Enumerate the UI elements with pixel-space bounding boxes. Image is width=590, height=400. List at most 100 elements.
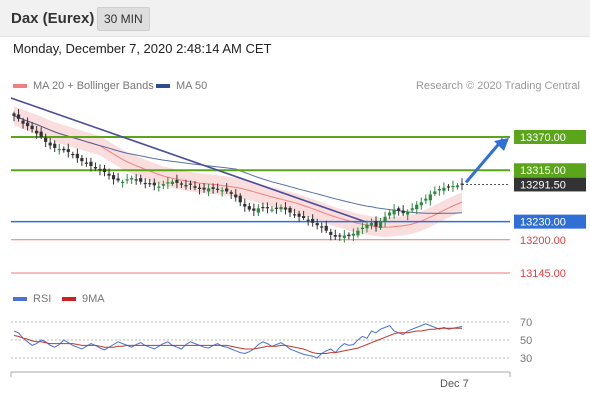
candle-body [424,198,428,201]
rsi-9ma-line [13,327,462,354]
ma50-swatch [156,84,170,89]
candle-body [283,207,288,210]
candle-body [433,191,437,194]
candle-body [338,235,342,237]
candle-body [107,173,111,176]
candle-body [116,178,120,181]
level-label-box-13370-00 [514,130,586,144]
candle-body [256,208,260,213]
legend-9ma: 9MA [62,293,105,305]
candle-body [175,180,179,183]
candle-body [351,233,355,236]
rsi-swatch [13,297,27,302]
candle-body [111,175,116,180]
candle-body [216,188,220,190]
timeframe-badge[interactable]: 30 MIN [97,7,150,31]
candle-body [93,166,98,169]
candle-body [410,208,414,211]
candle-body [315,223,319,226]
candle-body [428,194,432,201]
candle-body [206,188,211,192]
candle-body [102,168,107,173]
level-label-13230-00: 13230.00 [520,217,566,229]
candle-body [152,182,156,186]
ma9-swatch [62,297,76,302]
candle-body [143,182,147,185]
candle-body [419,202,423,206]
candle-body [306,219,310,221]
candle-body [374,221,378,227]
last-price-label-box [514,177,586,192]
candle-body [406,211,410,215]
candle-body [170,181,174,185]
candle-body [288,207,292,213]
candle-body [265,207,270,209]
rsi-line [13,323,463,359]
candle-body [39,131,43,137]
candle-body [270,209,274,211]
level-label-13200-00: 13200.00 [520,235,566,247]
level-label-13370-00: 13370.00 [520,132,566,144]
x-axis-label: Dec 7 [440,378,469,390]
timestamp: Monday, December 7, 2020 2:48:14 AM CET [13,41,272,56]
instrument-title: Dax (Eurex) [11,10,95,27]
candle-body [397,208,401,211]
candle-body [193,186,197,188]
candle-body [274,207,279,209]
legend-9ma-label: 9MA [82,293,105,305]
candle-body [202,187,206,190]
candle-body [98,168,102,171]
candle-body [139,178,143,182]
candle-body [446,186,451,188]
candle-body [179,183,184,185]
level-label-box-13230-00 [514,214,586,229]
ma-bb-swatch [13,84,27,89]
candle-body [75,153,79,159]
legend-ma-bb: MA 20 + Bollinger Bands [13,80,154,92]
candle-body [125,179,129,181]
candle-body [387,212,392,216]
candle-body [324,225,328,231]
level-label-13315-00: 13315.00 [520,165,566,177]
candle-body [238,195,242,203]
candle-body [220,190,224,192]
target-arrow-shaft [464,138,505,184]
candle-body [188,183,193,185]
candle-body [234,194,238,198]
candle-body [21,120,25,124]
candle-body [62,148,66,151]
legend-ma50: MA 50 [156,80,207,92]
candle-body [184,185,188,187]
legend-rsi: RSI [13,293,51,305]
legend-rsi-label: RSI [33,293,52,305]
candle-body [392,209,396,215]
candle-body [89,161,93,167]
trendline [10,97,367,223]
candle-body [35,130,39,134]
candle-body [302,215,306,218]
candle-body [320,226,324,228]
candle-body [161,184,165,186]
rsi-tick-30: 30 [520,353,532,365]
candle-body [342,235,346,238]
candle-body [401,210,405,214]
candle-body [25,122,30,127]
candle-body [130,178,134,180]
candle-body [66,149,70,153]
last-price-label: 13291.50 [520,179,566,191]
candle-body [53,143,57,148]
legend-ma50-label: MA 50 [176,80,208,92]
candle-body [229,192,233,194]
candle-body [148,183,152,185]
candle-body [166,182,170,184]
candle-body [415,204,419,210]
candle-body [71,153,75,156]
candle-body [297,213,301,217]
candle-body [243,203,247,207]
candle-body [347,234,351,237]
ma50-line [13,115,463,214]
credit-text: Research © 2020 Trading Central [415,80,580,92]
candle-body [48,142,52,146]
level-label-box-13315-00 [514,163,586,178]
